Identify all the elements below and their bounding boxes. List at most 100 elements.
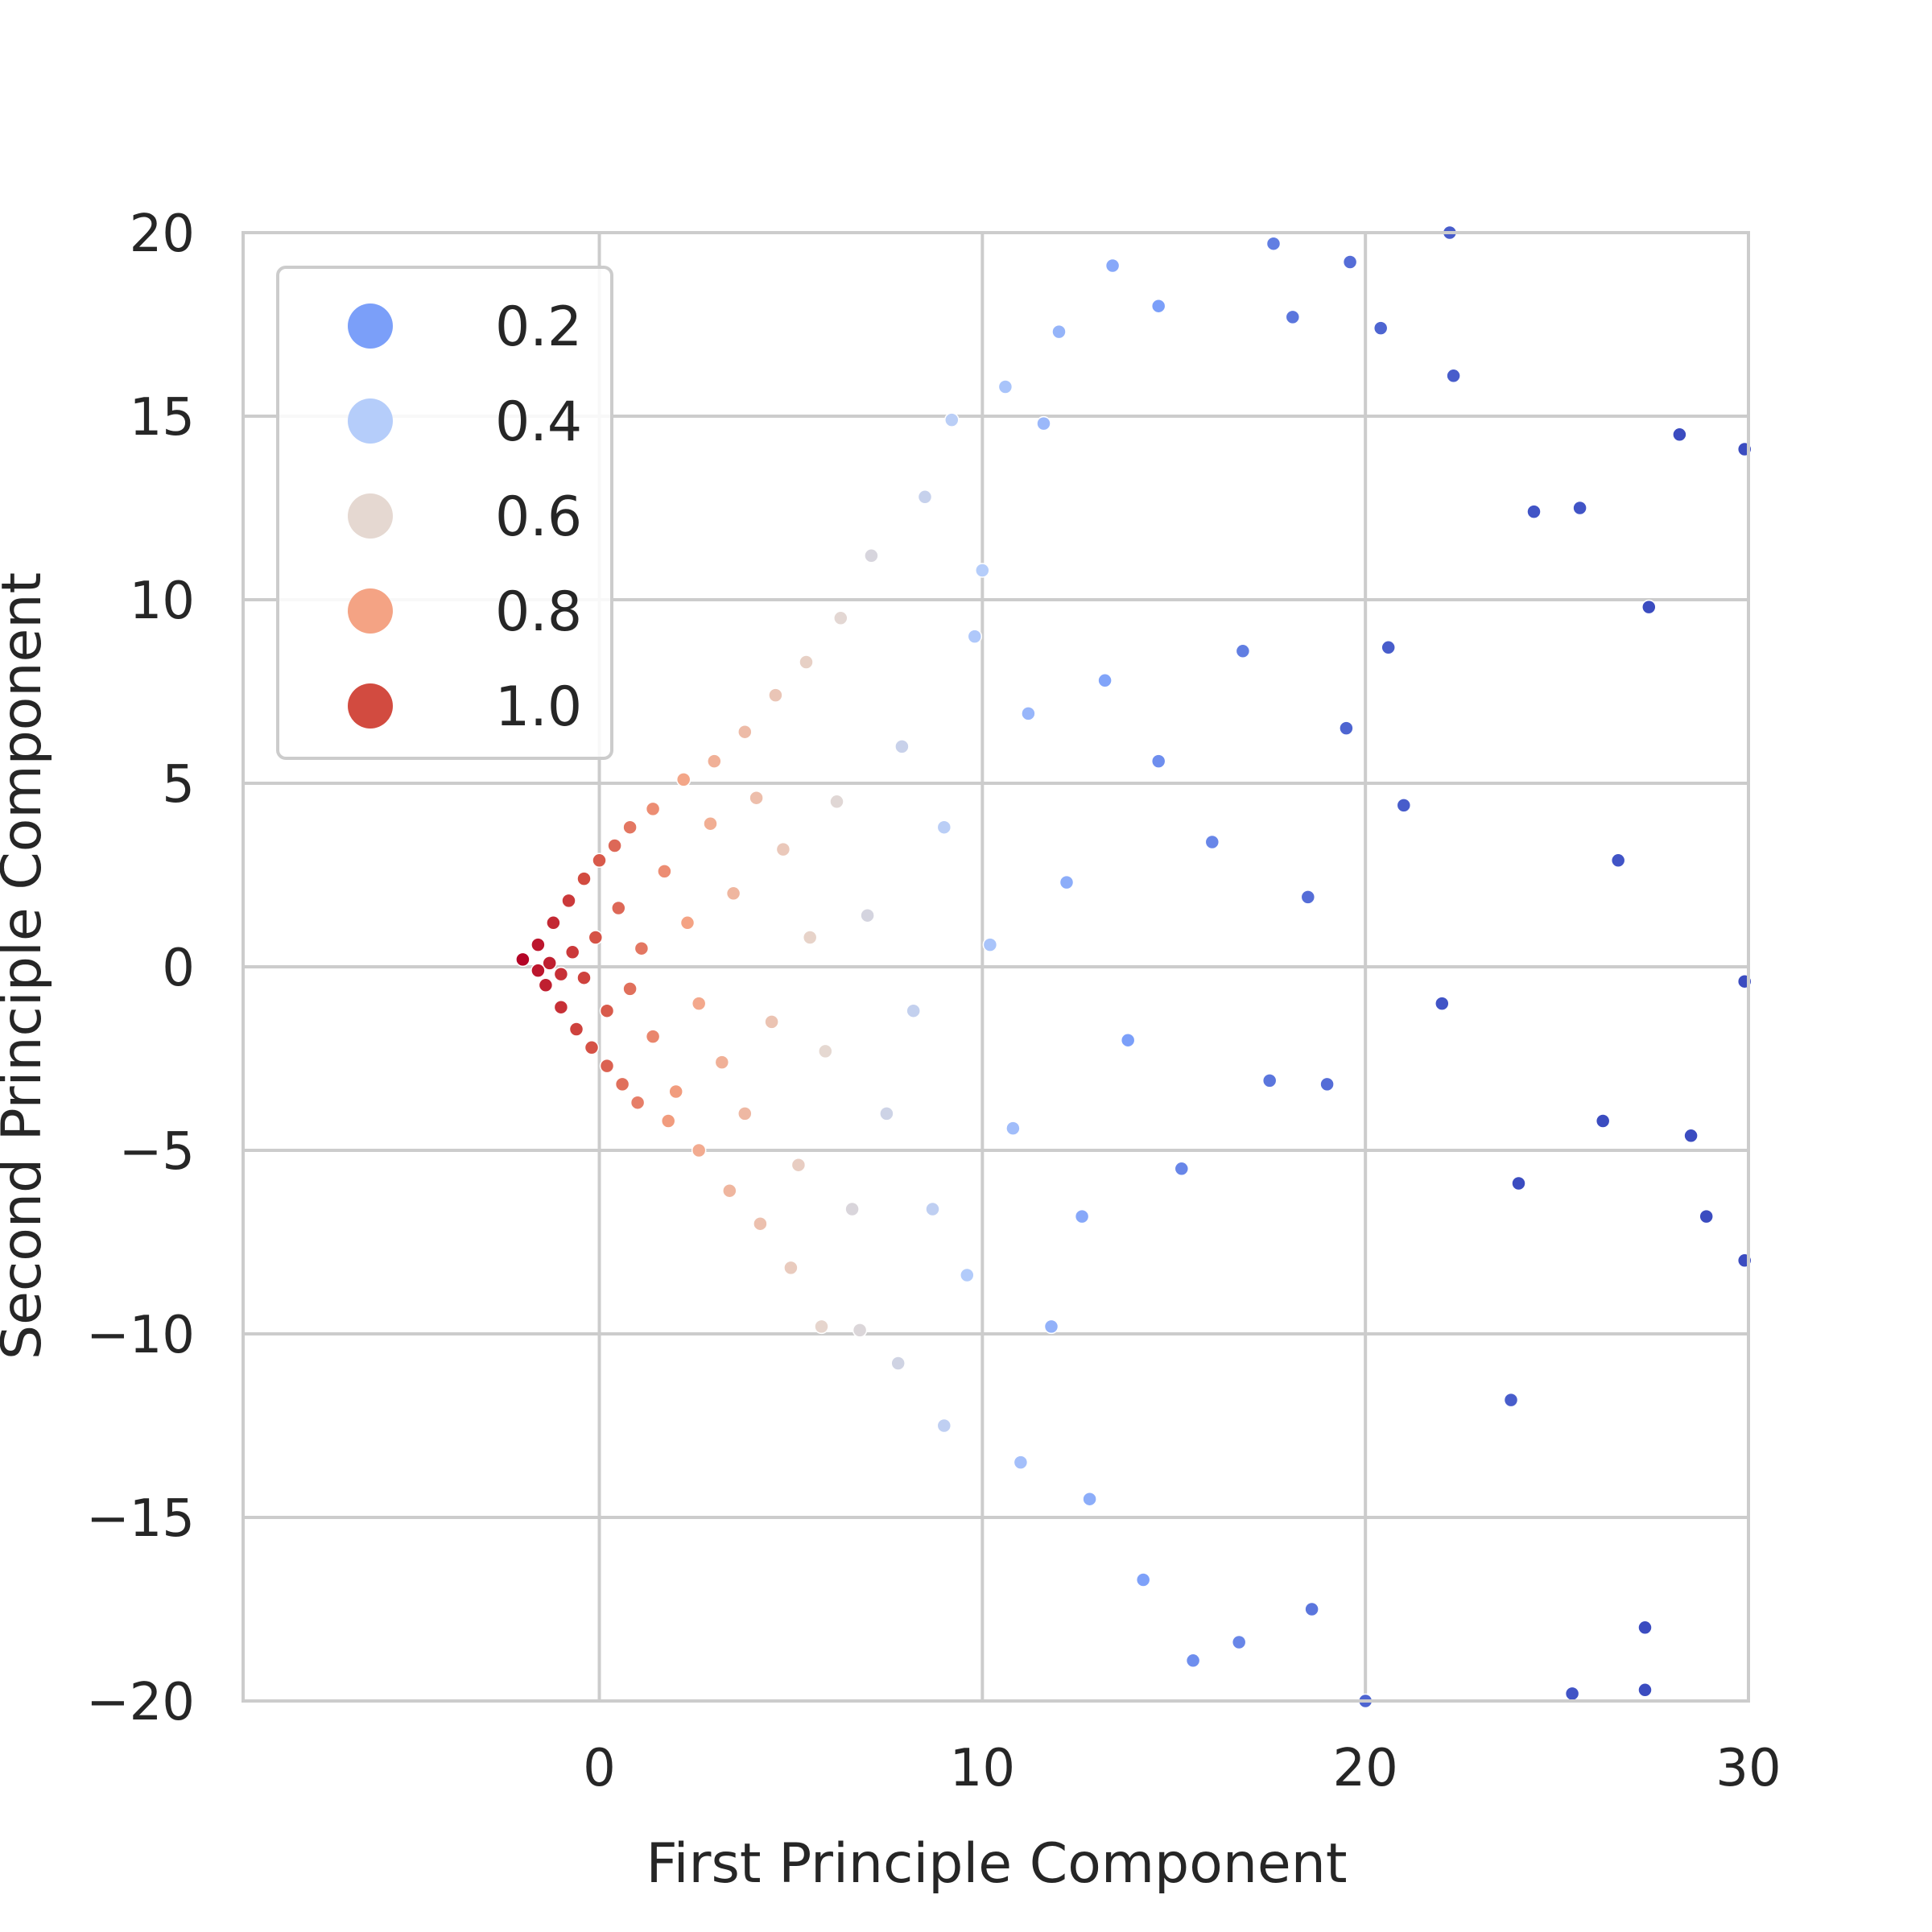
data-point [553,966,569,982]
data-point [657,864,672,879]
data-point [725,886,741,902]
legend-marker [348,683,393,729]
data-point [607,838,622,853]
data-point [1285,309,1301,325]
data-point [936,819,952,835]
data-point [1511,1175,1526,1191]
data-point [906,1003,921,1018]
data-point [703,815,718,832]
data-point [1610,852,1626,869]
data-point [917,489,933,505]
data-point [1021,706,1036,721]
data-point [679,915,696,931]
data-point [622,819,638,835]
y-tick-label: −10 [86,1306,195,1365]
data-point [1120,1032,1136,1048]
data-point [1265,236,1282,251]
data-point [576,871,592,886]
data-point [614,1076,630,1092]
data-point [791,1157,807,1173]
y-tick-label: 15 [130,388,195,448]
data-point [1097,673,1113,688]
data-point [634,940,650,956]
data-point [611,900,626,916]
data-point [833,610,848,626]
data-point [783,1260,799,1276]
data-point [997,379,1013,394]
data-point [630,1095,646,1110]
data-point [775,841,791,857]
data-point [691,996,707,1011]
plot-frame [242,231,1750,1703]
data-point [1104,258,1121,274]
x-tick-label: 20 [1332,1739,1397,1798]
legend-label: 0.8 [495,580,582,644]
x-tick-label: 30 [1715,1739,1781,1798]
data-point [1043,1319,1059,1335]
data-point [675,772,691,787]
data-point [1304,1601,1319,1617]
data-point [829,794,844,810]
y-axis-label: Second Principle Component [0,572,54,1360]
data-point [515,952,530,968]
data-point [568,1022,584,1037]
data-point [1381,640,1396,655]
data-point [1300,890,1316,905]
data-point [1135,1572,1151,1587]
data-point [1339,720,1354,736]
data-point [1185,1653,1201,1669]
data-point [1526,504,1542,519]
data-point [1051,324,1067,340]
data-point [622,981,638,997]
data-point [802,930,818,945]
data-point [1396,798,1412,813]
data-point [960,1267,975,1283]
data-point [864,548,879,564]
data-point [799,654,814,670]
data-point [894,739,910,754]
legend-marker [348,303,393,349]
y-tick-label: 5 [162,755,195,815]
data-point [1174,1161,1190,1177]
legend-label: 0.2 [495,295,582,359]
data-point [890,1356,906,1371]
data-point [818,1043,833,1059]
data-point [1150,753,1166,769]
legend-marker [348,398,393,444]
data-point [599,1058,615,1074]
data-point [1683,1128,1699,1144]
data-point [925,1201,940,1217]
y-tick-labels: 20 15 10 5 0 −5 −10 −15 −20 [86,204,195,1732]
data-point [1013,1455,1029,1470]
data-point [1319,1076,1335,1092]
legend: 0.2 0.4 0.6 0.8 1.0 [276,266,613,760]
data-point [1036,415,1051,431]
legend-label: 0.4 [495,390,582,454]
data-point [1005,1121,1021,1136]
y-tick-label: −20 [86,1673,195,1732]
data-point [592,852,607,869]
data-point [691,1142,707,1158]
data-point [1235,643,1251,659]
data-point [936,1418,952,1434]
data-point [737,1106,753,1121]
data-point [542,956,557,971]
data-point [860,907,875,923]
data-point [1672,427,1687,443]
data-point [768,687,783,703]
data-point [814,1319,829,1335]
data-point [1641,599,1657,615]
data-point [561,893,576,909]
data-point [879,1106,894,1121]
data-point [1204,834,1220,850]
data-point [588,930,604,945]
data-point [576,970,592,985]
data-point [1074,1208,1090,1224]
data-point [1564,1686,1580,1702]
data-point [546,915,561,931]
x-tick-label: 10 [950,1739,1015,1798]
data-point [1261,1073,1278,1088]
data-point [1699,1208,1714,1224]
data-point [1150,298,1166,314]
